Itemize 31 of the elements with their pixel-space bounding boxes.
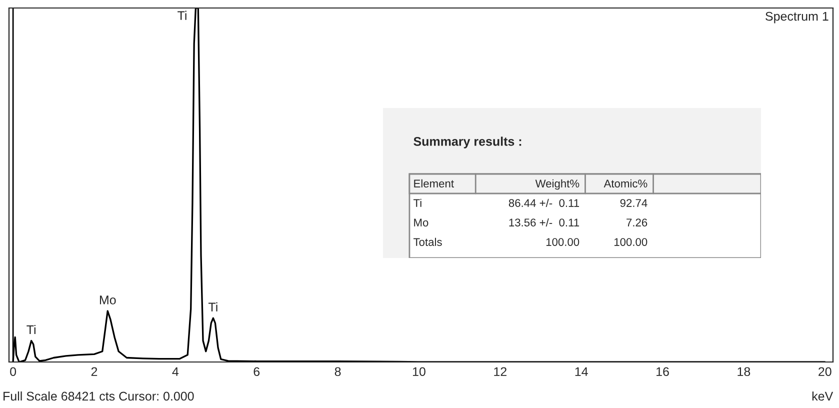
annotation: 86.44 +/- 0.11	[508, 198, 580, 207]
x-tick-label: 14	[575, 367, 588, 376]
x-tick-label: 20	[818, 367, 832, 376]
annotation: 100.00	[614, 238, 648, 246]
annotation: 13.56 +/- 0.11	[509, 218, 580, 226]
x-tick-label: 12	[494, 367, 506, 376]
x-tick-label: 16	[656, 367, 669, 376]
annotation: Totals	[413, 238, 442, 246]
x-tick-label: 6	[254, 367, 260, 376]
annotation: 7.26	[626, 218, 648, 226]
annotation: Ti	[26, 324, 36, 334]
annotation: Weight%	[535, 179, 580, 190]
annotation: Mo	[100, 296, 116, 304]
annotation: 92.74	[620, 199, 648, 207]
text: Full Scale 68421 cts Cursor: 0.000	[4, 391, 194, 401]
text: Summary results :	[414, 136, 522, 148]
annotation: Mo	[414, 218, 428, 226]
annotation: 100.00	[546, 238, 580, 246]
x-tick-label: 0	[10, 367, 16, 376]
annotation: Ti	[178, 10, 186, 20]
x-axis-title: keV	[812, 391, 834, 401]
chart-title: Spectrum 1	[766, 12, 828, 24]
annotation: Ti	[208, 302, 218, 312]
x-tick-label: 4	[172, 367, 179, 376]
x-tick-label: 18	[738, 367, 750, 376]
x-tick-label: 8	[334, 367, 341, 376]
annotation: Atomic%	[604, 179, 648, 188]
annotation: Element	[414, 179, 454, 188]
annotation: Ti	[413, 198, 422, 207]
x-tick-label: 2	[91, 367, 98, 376]
x-tick-label: 10	[412, 367, 426, 376]
